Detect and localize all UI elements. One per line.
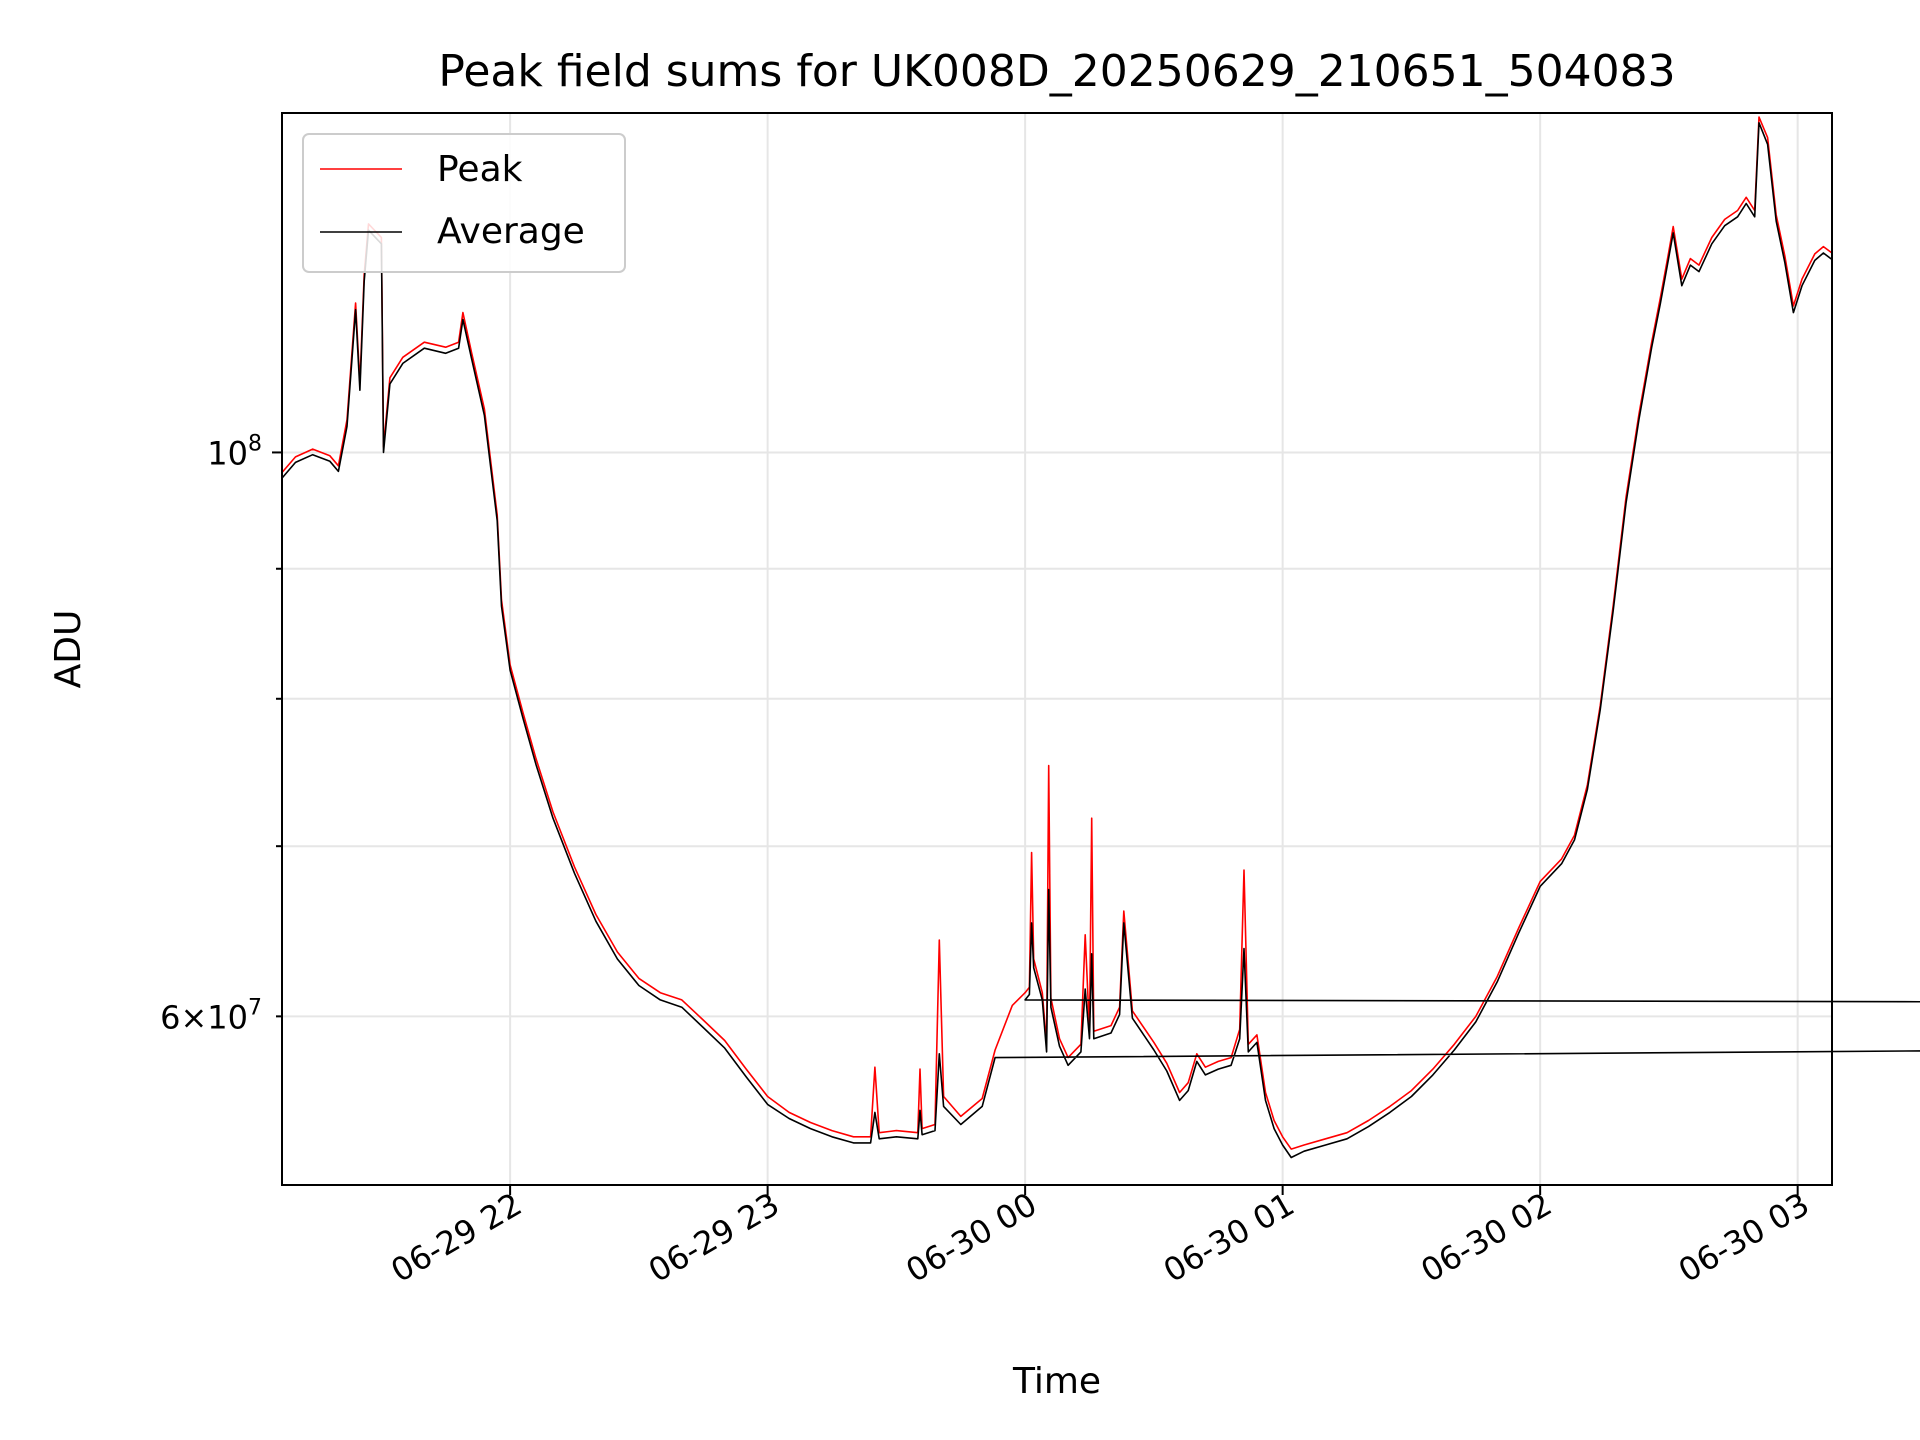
y-axis-ticks: 108 6×107 [160, 431, 282, 1036]
y-tick-label: 6×107 [160, 995, 262, 1036]
series-line-average [281, 122, 1920, 1159]
legend-average-label: Average [437, 211, 585, 252]
legend: Peak Average [302, 133, 626, 273]
plot-lines [281, 116, 1920, 1159]
y-axis-label: ADU [48, 610, 89, 689]
chart-title: Peak field sums for UK008D_20250629_2106… [438, 46, 1675, 97]
x-axis-label: Time [1012, 1361, 1101, 1402]
legend-peak-label: Peak [437, 149, 523, 190]
y-tick-label: 108 [207, 431, 262, 472]
plot-frame [281, 112, 1833, 1186]
grid [282, 113, 1832, 1185]
